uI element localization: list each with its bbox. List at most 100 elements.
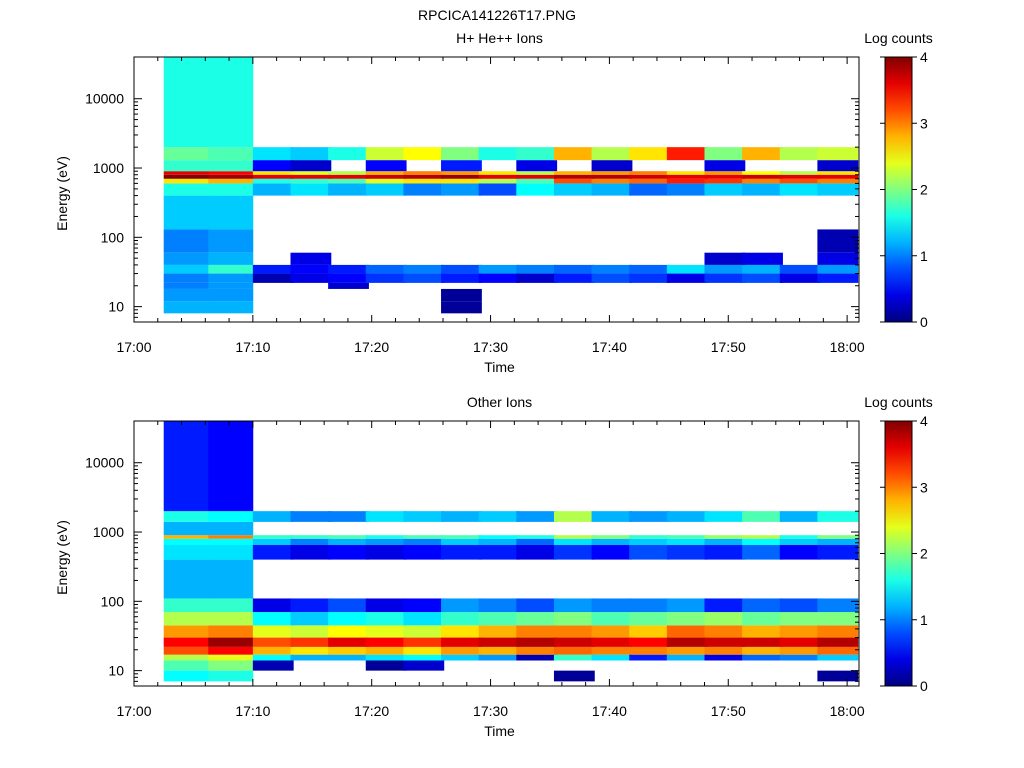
- heatmap-cell: [252, 147, 294, 161]
- heatmap-cell: [163, 637, 209, 647]
- heatmap-cell: [403, 178, 445, 184]
- heatmap-cell: [629, 654, 671, 661]
- y-tick-label: 100: [101, 229, 125, 245]
- panel-title: Other Ions: [467, 394, 532, 410]
- heatmap-cell: [553, 612, 595, 626]
- heatmap-cell: [704, 178, 746, 184]
- heatmap-cell: [328, 174, 369, 179]
- heatmap-cell: [441, 625, 482, 638]
- heatmap-cell: [208, 598, 254, 613]
- heatmap-cell: [553, 544, 595, 560]
- heatmap-cell: [666, 178, 708, 184]
- heatmap-cell: [478, 511, 520, 522]
- heatmap-cell: [441, 598, 482, 613]
- heatmap-cell: [478, 646, 520, 655]
- heatmap-cell: [441, 183, 482, 196]
- heatmap-cell: [742, 273, 783, 283]
- heatmap-cell: [817, 264, 859, 274]
- heatmap-cell: [208, 57, 254, 148]
- x-tick-label: 17:10: [235, 703, 270, 719]
- heatmap-cell: [441, 171, 482, 175]
- heatmap-cell: [742, 147, 783, 161]
- x-tick-label: 17:00: [116, 703, 151, 719]
- heatmap-cell: [290, 160, 332, 172]
- x-tick-label: 17:20: [354, 703, 389, 719]
- heatmap-cell: [478, 264, 520, 274]
- heatmap-cell: [163, 598, 209, 613]
- heatmap-cell: [163, 646, 209, 655]
- heatmap-cell: [591, 637, 633, 647]
- heatmap-cell: [817, 174, 859, 179]
- heatmap-cell: [704, 544, 746, 560]
- heatmap-cell: [779, 637, 821, 647]
- heatmap-cell: [163, 178, 209, 184]
- heatmap-cell: [365, 637, 407, 647]
- heatmap-cell: [365, 160, 407, 172]
- heatmap-cell: [478, 544, 520, 560]
- heatmap-cell: [779, 538, 821, 545]
- x-tick-label: 17:30: [473, 703, 508, 719]
- heatmap-cell: [666, 147, 708, 161]
- heatmap-cell: [516, 178, 558, 184]
- heatmap-cell: [208, 544, 254, 560]
- heatmap-cell: [478, 535, 520, 539]
- heatmap-cell: [208, 229, 254, 253]
- heatmap-cell: [779, 646, 821, 655]
- y-tick-label: 1000: [93, 160, 124, 176]
- heatmap-cell: [252, 646, 294, 655]
- heatmap-cell: [163, 544, 209, 560]
- heatmap-cell: [591, 535, 633, 539]
- heatmap-cell: [441, 160, 482, 172]
- heatmap-cell: [365, 660, 407, 671]
- heatmap-cell: [516, 612, 558, 626]
- heatmap-cell: [742, 598, 783, 613]
- x-tick-label: 17:10: [235, 339, 270, 355]
- x-tick-label: 17:50: [711, 339, 746, 355]
- heatmap-cell: [478, 637, 520, 647]
- y-tick-label: 10000: [85, 91, 124, 107]
- heatmap-cell: [779, 147, 821, 161]
- heatmap-cell: [666, 637, 708, 647]
- heatmap-cell: [252, 174, 294, 179]
- heatmap-cell: [553, 646, 595, 655]
- heatmap-cell: [290, 511, 332, 522]
- heatmap-cell: [365, 511, 407, 522]
- heatmap-cell: [208, 670, 254, 682]
- heatmap-cell: [208, 559, 254, 599]
- heatmap-cell: [163, 174, 209, 179]
- heatmap-cell: [742, 511, 783, 522]
- colorbar-tick-label: 4: [920, 413, 928, 429]
- heatmap-cell: [478, 147, 520, 161]
- colorbar-tick-label: 1: [920, 612, 928, 628]
- heatmap-cell: [328, 535, 369, 539]
- x-tick-label: 18:00: [830, 339, 865, 355]
- heatmap-cell: [704, 646, 746, 655]
- heatmap-cell: [516, 147, 558, 161]
- heatmap-cell: [817, 646, 859, 655]
- heatmap-cell: [817, 183, 859, 196]
- heatmap-cell: [591, 598, 633, 613]
- heatmap-cell: [779, 544, 821, 560]
- heatmap-cell: [403, 147, 445, 161]
- heatmap-cell: [817, 273, 859, 283]
- colorbar: [884, 420, 913, 687]
- heatmap-cell: [208, 535, 254, 539]
- colorbar-tick-label: 2: [920, 182, 928, 198]
- heatmap-cell: [704, 654, 746, 661]
- heatmap-cell: [666, 654, 708, 661]
- heatmap-cell: [591, 625, 633, 638]
- colorbar: [884, 56, 913, 323]
- heatmap-cell: [553, 183, 595, 196]
- heatmap-cell: [208, 301, 254, 314]
- heatmap-cell: [163, 660, 209, 671]
- heatmap-cell: [704, 273, 746, 283]
- heatmap-cell: [290, 264, 332, 274]
- heatmap-cell: [629, 544, 671, 560]
- heatmap-cell: [591, 264, 633, 274]
- heatmap-cell: [208, 174, 254, 179]
- heatmap-cell: [591, 178, 633, 184]
- heatmap-cell: [208, 637, 254, 647]
- heatmap-cell: [704, 598, 746, 613]
- heatmap-cell: [403, 174, 445, 179]
- heatmap-cell: [817, 252, 859, 265]
